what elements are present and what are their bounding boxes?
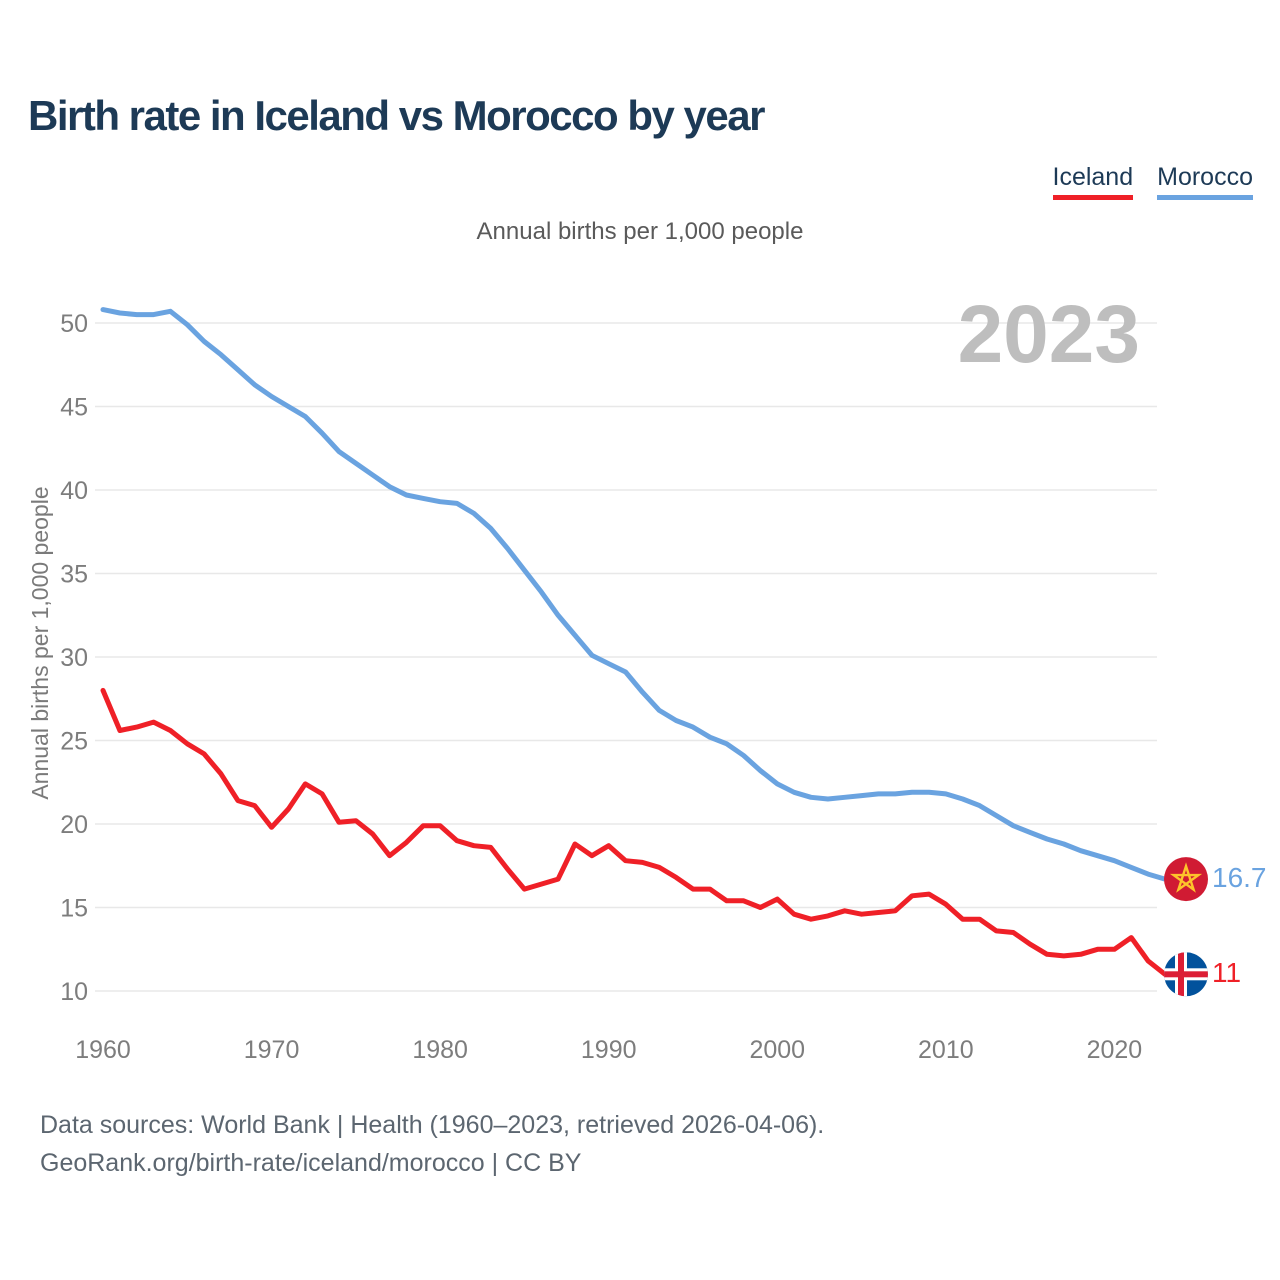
y-tick-label: 40 [60,477,88,505]
footer: Data sources: World Bank | Health (1960–… [40,1106,824,1182]
end-value-morocco: 16.7 [1212,862,1267,894]
y-tick-label: 25 [60,728,88,756]
footer-source: Data sources: World Bank | Health (1960–… [40,1111,825,1139]
y-tick-label: 45 [60,394,88,422]
end-value-iceland: 11 [1212,957,1242,989]
y-tick-label: 30 [60,644,88,672]
iceland-flag-icon [1164,952,1208,997]
legend-item-iceland[interactable]: Iceland [1052,163,1134,200]
legend-item-morocco[interactable]: Morocco [1157,163,1253,200]
series-line-iceland [100,687,1168,977]
y-tick-label: 50 [60,310,88,338]
x-tick-label: 2020 [1087,1036,1143,1064]
x-tick-label: 2010 [918,1036,974,1064]
y-tick-label: 20 [60,811,88,839]
footer-license: GeoRank.org/birth-rate/iceland/morocco |… [40,1149,582,1177]
x-tick-label: 1960 [75,1036,131,1064]
y-tick-label: 35 [60,561,88,589]
x-tick-label: 1990 [581,1036,637,1064]
x-tick-label: 1980 [412,1036,468,1064]
chart-subtitle: Annual births per 1,000 people [476,218,804,245]
y-tick-label: 10 [60,978,88,1006]
series-line-morocco [100,307,1168,882]
morocco-flag-icon [1164,857,1208,902]
x-tick-label: 2000 [749,1036,805,1064]
y-tick-label: 15 [60,895,88,923]
x-tick-label: 1970 [244,1036,300,1064]
legend: Iceland Morocco [1052,163,1253,200]
watermark-year: 2023 [957,289,1140,380]
page-title: Birth rate in Iceland vs Morocco by year [28,92,765,139]
